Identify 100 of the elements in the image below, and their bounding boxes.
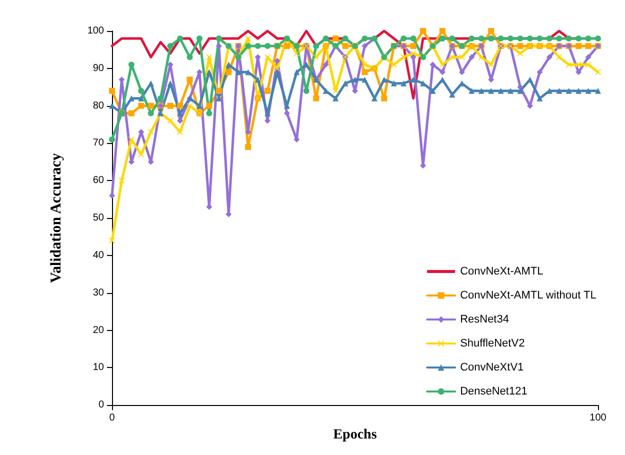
legend-label: ShuffleNetV2 <box>460 338 525 350</box>
point <box>536 69 543 76</box>
point <box>468 88 475 94</box>
point <box>468 54 475 60</box>
point <box>556 35 562 42</box>
point <box>352 76 358 83</box>
point <box>167 118 174 124</box>
point <box>362 62 368 68</box>
point <box>585 35 592 42</box>
point <box>303 88 310 94</box>
point <box>595 88 601 94</box>
point <box>556 88 562 94</box>
point <box>196 35 202 42</box>
point <box>508 88 514 94</box>
point <box>449 54 456 60</box>
point <box>148 102 154 109</box>
point <box>342 35 348 42</box>
y-tick-label: 80 <box>92 100 104 112</box>
point <box>430 88 436 94</box>
point <box>478 88 484 94</box>
point <box>517 35 524 42</box>
point <box>342 42 348 49</box>
point <box>576 35 582 42</box>
point <box>595 35 601 42</box>
point <box>585 42 592 49</box>
point <box>167 80 174 86</box>
y-tick-label: 30 <box>92 287 104 298</box>
point <box>186 76 193 83</box>
point <box>478 54 484 60</box>
point <box>410 42 416 49</box>
point <box>148 110 154 116</box>
point <box>128 62 134 68</box>
point <box>488 62 494 68</box>
point <box>566 88 572 94</box>
point <box>517 42 524 49</box>
point <box>362 42 368 49</box>
point <box>177 102 184 109</box>
point <box>128 136 134 142</box>
point <box>206 69 212 76</box>
point <box>400 80 407 86</box>
point <box>362 35 368 42</box>
y-tick-label: 40 <box>92 250 104 261</box>
point <box>332 88 339 94</box>
point <box>508 35 514 42</box>
point <box>109 136 115 142</box>
point <box>410 76 416 83</box>
point <box>274 58 280 64</box>
point <box>158 95 164 102</box>
point <box>264 42 271 49</box>
point <box>420 28 426 34</box>
point <box>546 35 552 42</box>
point <box>313 54 320 60</box>
point <box>449 35 456 42</box>
point <box>585 54 592 60</box>
point <box>274 69 280 76</box>
point <box>449 92 456 98</box>
point <box>322 62 329 68</box>
y-tick-label: 0 <box>98 400 104 411</box>
y-tick-label: 70 <box>92 138 104 149</box>
y-tick-label: 20 <box>92 324 104 336</box>
point <box>526 35 533 42</box>
point <box>167 102 174 109</box>
point <box>216 42 222 49</box>
point <box>342 80 348 86</box>
point <box>536 95 543 102</box>
point <box>109 88 115 94</box>
point <box>488 28 494 34</box>
point <box>167 42 174 49</box>
point <box>517 88 524 94</box>
point <box>245 42 252 49</box>
point <box>186 102 193 109</box>
point <box>264 88 271 94</box>
point <box>439 35 446 42</box>
point <box>128 110 134 116</box>
point <box>245 35 252 42</box>
point <box>313 95 320 102</box>
point <box>576 88 582 94</box>
point <box>439 28 446 34</box>
point <box>118 178 125 184</box>
point <box>566 35 572 42</box>
point <box>478 35 484 42</box>
point <box>284 42 290 49</box>
legend-label: ConvNeXt-AMTL without TL <box>460 290 596 302</box>
point <box>566 62 572 68</box>
point <box>458 69 465 76</box>
point <box>254 42 261 49</box>
point <box>294 69 300 76</box>
point <box>313 42 320 49</box>
point <box>216 35 222 42</box>
y-tick-label: 100 <box>87 26 104 36</box>
point <box>400 35 407 42</box>
point <box>458 54 465 60</box>
point <box>410 35 416 42</box>
legend-label: ResNet34 <box>460 314 509 326</box>
point <box>186 54 193 60</box>
point <box>284 110 290 116</box>
point <box>498 88 504 94</box>
y-tick-label: 60 <box>92 175 104 186</box>
point <box>206 110 212 116</box>
legend-label: DenseNet121 <box>460 386 528 398</box>
